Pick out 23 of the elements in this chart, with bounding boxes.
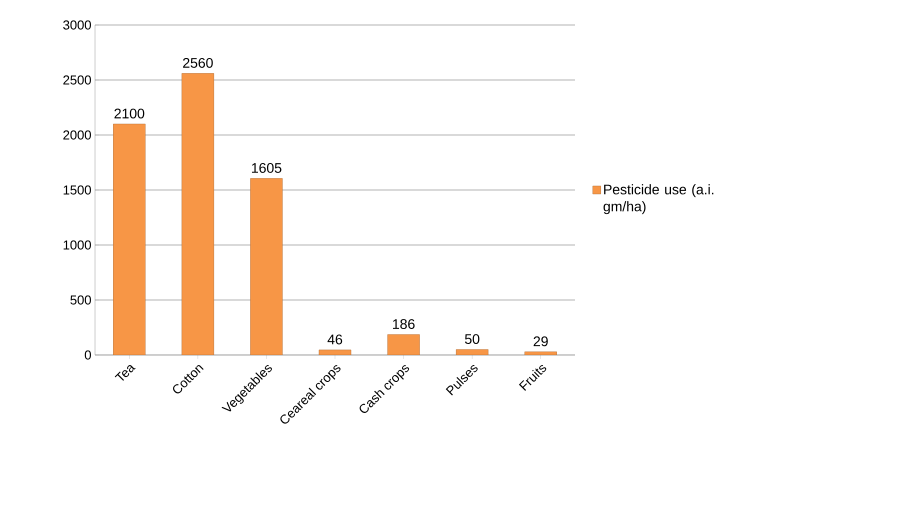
data-label: 186 — [393, 319, 415, 330]
bar — [182, 73, 214, 355]
y-tick-label: 2000 — [63, 130, 91, 140]
legend-label: Pesticide use (a.i. gm/ha) — [604, 184, 714, 214]
bar — [524, 352, 557, 355]
data-label: 2100 — [114, 108, 144, 118]
data-label: 46 — [328, 334, 342, 344]
bar — [113, 124, 146, 355]
y-tick-label: 0 — [84, 350, 91, 360]
y-tick-label: 3000 — [63, 20, 91, 30]
x-tick-label: Tea — [114, 365, 136, 381]
y-tick-label: 1500 — [64, 185, 91, 195]
data-label: 1605 — [252, 163, 282, 173]
data-label: 2560 — [183, 58, 213, 68]
y-tick-label: 2500 — [63, 75, 91, 85]
bar — [250, 178, 283, 355]
data-label: 29 — [534, 336, 548, 346]
y-tick-label: 500 — [70, 295, 91, 305]
bar — [318, 350, 352, 355]
bar — [387, 334, 420, 355]
data-label: 50 — [464, 334, 480, 344]
y-tick-label: 1000 — [64, 240, 91, 250]
bar — [456, 349, 488, 355]
